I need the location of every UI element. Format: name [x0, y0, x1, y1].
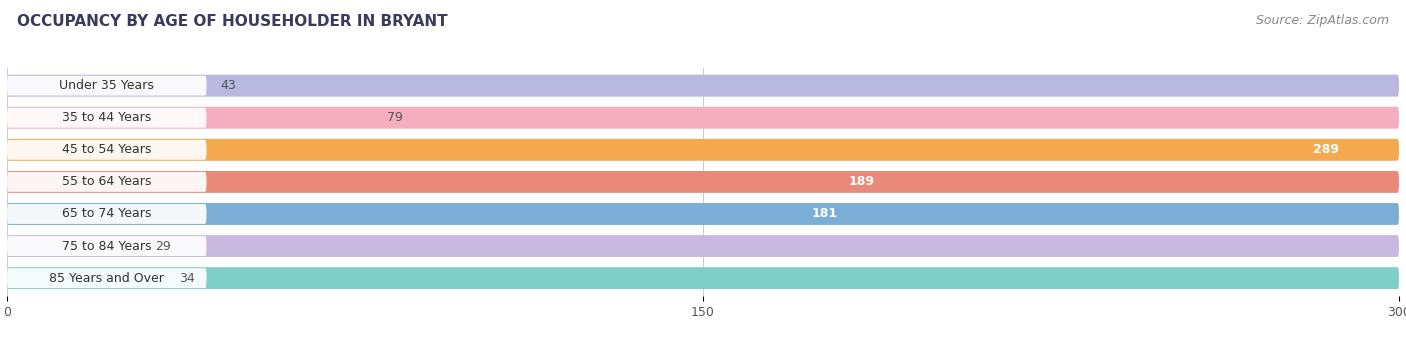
Text: 45 to 54 Years: 45 to 54 Years — [62, 143, 152, 156]
FancyBboxPatch shape — [7, 107, 1399, 129]
FancyBboxPatch shape — [7, 236, 207, 256]
FancyBboxPatch shape — [7, 171, 1399, 193]
Text: 65 to 74 Years: 65 to 74 Years — [62, 207, 152, 220]
FancyBboxPatch shape — [7, 203, 1399, 225]
Text: 181: 181 — [811, 207, 838, 220]
Text: 79: 79 — [388, 111, 404, 124]
FancyBboxPatch shape — [7, 235, 1399, 257]
Text: 75 to 84 Years: 75 to 84 Years — [62, 240, 152, 253]
Text: OCCUPANCY BY AGE OF HOUSEHOLDER IN BRYANT: OCCUPANCY BY AGE OF HOUSEHOLDER IN BRYAN… — [17, 14, 447, 29]
FancyBboxPatch shape — [7, 235, 1399, 257]
FancyBboxPatch shape — [7, 140, 207, 160]
Text: 85 Years and Over: 85 Years and Over — [49, 272, 165, 285]
FancyBboxPatch shape — [7, 267, 1399, 289]
FancyBboxPatch shape — [7, 268, 207, 288]
FancyBboxPatch shape — [7, 171, 1399, 193]
Text: 34: 34 — [179, 272, 194, 285]
Text: 29: 29 — [156, 240, 172, 253]
FancyBboxPatch shape — [7, 107, 1399, 129]
Text: 43: 43 — [221, 79, 236, 92]
FancyBboxPatch shape — [7, 203, 1399, 225]
FancyBboxPatch shape — [7, 139, 1399, 161]
Text: 55 to 64 Years: 55 to 64 Years — [62, 175, 152, 188]
Text: 35 to 44 Years: 35 to 44 Years — [62, 111, 152, 124]
FancyBboxPatch shape — [7, 139, 1399, 161]
FancyBboxPatch shape — [7, 76, 207, 96]
FancyBboxPatch shape — [7, 75, 1399, 97]
FancyBboxPatch shape — [7, 75, 1399, 97]
FancyBboxPatch shape — [7, 108, 207, 128]
FancyBboxPatch shape — [7, 204, 207, 224]
Text: Under 35 Years: Under 35 Years — [59, 79, 155, 92]
Text: 189: 189 — [849, 175, 875, 188]
FancyBboxPatch shape — [7, 267, 1399, 289]
FancyBboxPatch shape — [7, 172, 207, 192]
Text: 289: 289 — [1313, 143, 1339, 156]
Text: Source: ZipAtlas.com: Source: ZipAtlas.com — [1256, 14, 1389, 27]
